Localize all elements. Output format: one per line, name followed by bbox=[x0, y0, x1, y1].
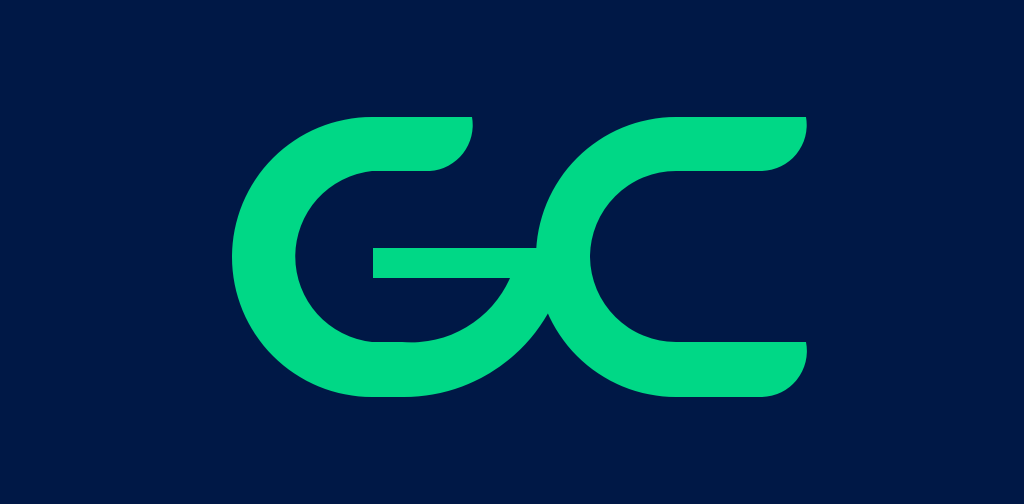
logo-letter-c bbox=[536, 117, 807, 397]
logo-letter-g bbox=[232, 117, 569, 398]
